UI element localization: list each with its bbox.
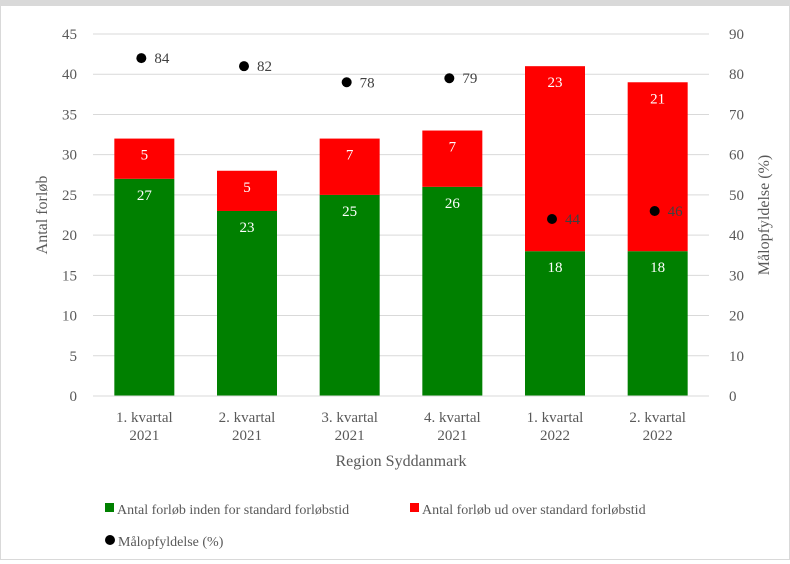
goal-point xyxy=(136,53,147,64)
x-tick-label: 2022 xyxy=(643,428,673,444)
bar-over-standard xyxy=(217,170,277,211)
data-label-within: 26 xyxy=(445,196,461,212)
data-label-within: 23 xyxy=(240,220,255,236)
bar-within-standard xyxy=(422,186,483,396)
x-tick-label: 4. kvartal xyxy=(424,410,481,426)
data-label-over: 5 xyxy=(243,180,251,196)
x-tick-label: 2021 xyxy=(335,428,365,444)
bar-within-standard xyxy=(627,251,688,396)
bar-over-standard xyxy=(627,82,688,252)
bar-within-standard xyxy=(217,210,277,396)
x-tick-label: 2021 xyxy=(129,428,159,444)
y2-tick-label: 90 xyxy=(729,27,744,43)
x-tick-label: 2. kvartal xyxy=(219,410,276,426)
x-tick-label: 1. kvartal xyxy=(116,410,173,426)
y-tick-label: 35 xyxy=(62,107,77,123)
goal-point-label: 46 xyxy=(668,204,684,220)
goal-point xyxy=(341,77,352,88)
x-tick-label: 2021 xyxy=(232,428,262,444)
y-axis-title: Antal forløb xyxy=(34,176,51,255)
legend-marker-goal xyxy=(105,535,115,545)
y2-axis-title: Målopfyldelse (%) xyxy=(756,155,773,275)
goal-point xyxy=(547,214,557,225)
goal-point xyxy=(649,205,660,216)
bar-over-standard xyxy=(422,130,483,187)
goal-point-label: 82 xyxy=(257,59,272,75)
data-label-over: 5 xyxy=(141,148,149,164)
y2-tick-label: 0 xyxy=(729,389,737,405)
goal-point xyxy=(444,73,455,84)
y2-tick-label: 70 xyxy=(729,107,744,123)
goal-point-label: 44 xyxy=(565,212,581,228)
chart-svg: 0 5 10 15 20 25 30 35 40 45 0 10 20 30 40 50 60 70 80 90 27 5… xyxy=(34,27,773,550)
bar-over-standard xyxy=(114,138,175,179)
goal-point-label: 78 xyxy=(360,75,375,91)
x-tick-label: 2. kvartal xyxy=(629,410,686,426)
y2-tick-label: 20 xyxy=(729,309,744,325)
data-label-within: 18 xyxy=(548,260,563,276)
data-label-within: 25 xyxy=(342,204,357,220)
y-tick-label: 45 xyxy=(62,27,77,43)
data-label-over: 7 xyxy=(449,140,457,156)
bar-within-standard xyxy=(319,194,380,396)
x-tick-label: 2021 xyxy=(437,428,467,444)
bar-within-standard xyxy=(114,178,175,396)
y2-tick-label: 30 xyxy=(729,268,744,284)
goal-point-label: 79 xyxy=(462,71,477,87)
y2-tick-label: 10 xyxy=(729,349,744,365)
y-tick-label: 40 xyxy=(62,67,77,83)
x-tick-label: 2022 xyxy=(540,428,570,444)
data-label-over: 21 xyxy=(650,91,665,107)
y-tick-label: 30 xyxy=(62,148,77,164)
y-tick-label: 0 xyxy=(70,389,78,405)
y2-tick-label: 40 xyxy=(729,228,744,244)
y2-tick-label: 80 xyxy=(729,67,744,83)
data-label-within: 18 xyxy=(650,260,665,276)
x-tick-label: 1. kvartal xyxy=(527,410,584,426)
data-label-over: 7 xyxy=(346,148,354,164)
legend-label-within: Antal forløb inden for standard forløbst… xyxy=(117,503,349,518)
y2-tick-label: 60 xyxy=(729,148,744,164)
y-tick-label: 10 xyxy=(62,309,77,325)
data-label-within: 27 xyxy=(137,188,153,204)
y-tick-label: 5 xyxy=(70,349,78,365)
y2-tick-label: 50 xyxy=(729,188,744,204)
x-axis-title: Region Syddanmark xyxy=(335,453,466,470)
goal-point-label: 84 xyxy=(154,51,170,67)
y-tick-label: 15 xyxy=(62,268,77,284)
y-tick-label: 20 xyxy=(62,228,77,244)
legend-swatch-over xyxy=(410,503,419,512)
data-label-over: 23 xyxy=(548,75,563,91)
y-tick-label: 25 xyxy=(62,188,77,204)
bar-within-standard xyxy=(525,251,585,396)
goal-point xyxy=(239,61,249,72)
legend-label-goal: Målopfyldelse (%) xyxy=(118,535,224,550)
legend-swatch-within xyxy=(105,503,114,512)
x-tick-label: 3. kvartal xyxy=(321,410,378,426)
bar-over-standard xyxy=(319,138,380,195)
legend-label-over: Antal forløb ud over standard forløbstid xyxy=(422,503,646,518)
